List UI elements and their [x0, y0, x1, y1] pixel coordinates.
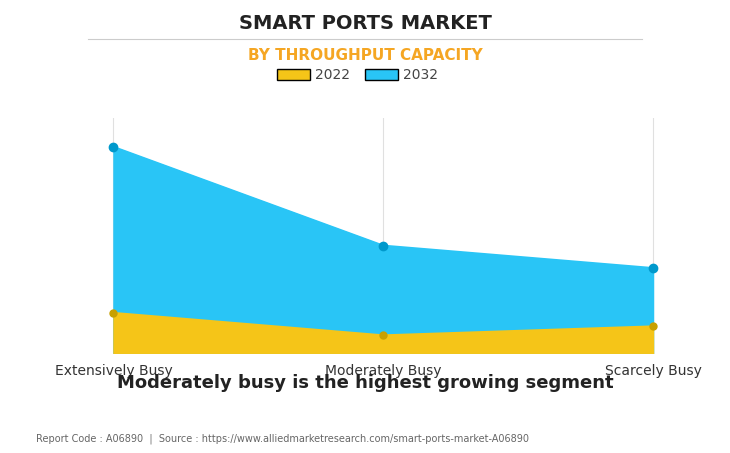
Text: BY THROUGHPUT CAPACITY: BY THROUGHPUT CAPACITY [247, 48, 483, 63]
Text: SMART PORTS MARKET: SMART PORTS MARKET [239, 14, 491, 33]
Text: 2022: 2022 [315, 68, 350, 82]
Text: Report Code : A06890  |  Source : https://www.alliedmarketresearch.com/smart-por: Report Code : A06890 | Source : https://… [36, 434, 529, 444]
Text: Moderately busy is the highest growing segment: Moderately busy is the highest growing s… [117, 374, 613, 392]
Text: 2032: 2032 [403, 68, 438, 82]
